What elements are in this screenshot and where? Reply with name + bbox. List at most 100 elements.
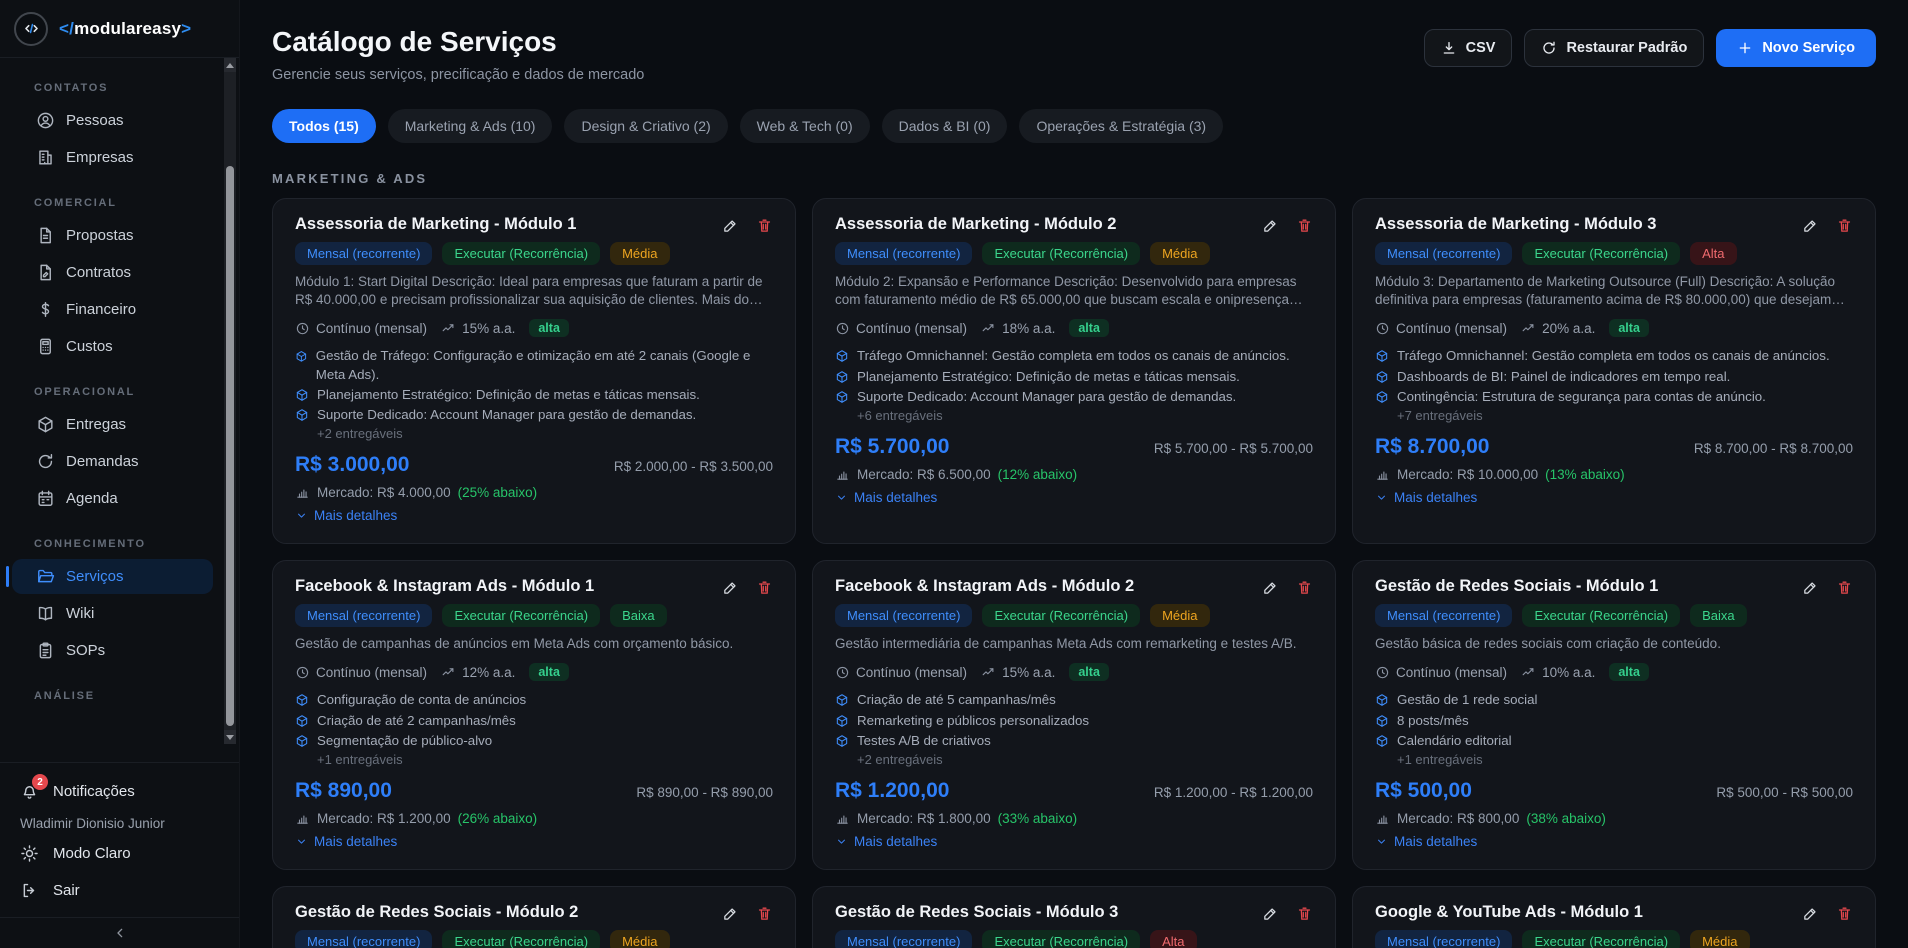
service-title: Assessoria de Marketing - Módulo 1	[295, 215, 577, 233]
market-info: Mercado: R$ 800,00 (38% abaixo)	[1375, 811, 1853, 826]
brand-logo[interactable]: </modulareasy>	[0, 0, 239, 58]
price-row: R$ 500,00 R$ 500,00 - R$ 500,00	[1375, 779, 1853, 803]
delete-service-button[interactable]	[1296, 579, 1313, 596]
delete-service-button[interactable]	[756, 217, 773, 234]
edit-service-button[interactable]	[722, 579, 739, 596]
sidebar-item-contratos[interactable]: Contratos	[12, 255, 213, 290]
scroll-down-arrow-icon[interactable]	[224, 730, 236, 744]
service-title: Assessoria de Marketing - Módulo 3	[1375, 215, 1657, 233]
deliverable-text: Configuração de conta de anúncios	[317, 692, 527, 708]
sidebar-item-servicos[interactable]: Serviços	[6, 559, 213, 594]
csv-export-button[interactable]: CSV	[1423, 29, 1513, 67]
sidebar-item-pessoas[interactable]: Pessoas	[12, 103, 213, 138]
service-badge: Média	[1690, 930, 1750, 948]
delete-service-button[interactable]	[1296, 905, 1313, 922]
sidebar-item-wiki[interactable]: Wiki	[12, 596, 213, 631]
more-details-link[interactable]: Mais detalhes	[295, 508, 397, 523]
cube-icon	[295, 693, 309, 707]
deliverable-text: Planejamento Estratégico: Definição de m…	[857, 368, 1240, 384]
edit-service-button[interactable]	[1262, 905, 1279, 922]
deliverable-text: Testes A/B de criativos	[857, 732, 991, 748]
sidebar-item-label: Serviços	[66, 568, 124, 585]
delete-service-button[interactable]	[1836, 579, 1853, 596]
restore-default-button[interactable]: Restaurar Padrão	[1524, 29, 1705, 67]
filter-tab-marketing-ads[interactable]: Marketing & Ads (10)	[387, 109, 553, 143]
delete-service-button[interactable]	[1836, 217, 1853, 234]
filter-tab-todos[interactable]: Todos (15)	[272, 109, 376, 143]
delete-service-button[interactable]	[756, 579, 773, 596]
filter-tab-web-tech[interactable]: Web & Tech (0)	[739, 109, 870, 143]
deliverable-text: Remarketing e públicos personalizados	[857, 712, 1090, 728]
badge-row: Mensal (recorrente) Executar (Recorrência…	[295, 242, 773, 265]
badge-row: Mensal (recorrente) Executar (Recorrência…	[1375, 930, 1853, 948]
edit-service-button[interactable]	[1262, 579, 1279, 596]
meta-row: Contínuo (mensal) 20% a.a. alta	[1375, 319, 1853, 338]
market-price: Mercado: R$ 1.800,00	[857, 810, 991, 826]
sidebar-scrollbar[interactable]	[224, 58, 236, 744]
more-details-link[interactable]: Mais detalhes	[295, 834, 397, 849]
scrollbar-thumb[interactable]	[226, 166, 234, 726]
cube-icon	[1375, 370, 1389, 384]
filter-tab-dados-bi[interactable]: Dados & BI (0)	[881, 109, 1008, 143]
scroll-up-arrow-icon[interactable]	[224, 58, 236, 72]
delete-service-button[interactable]	[1836, 905, 1853, 922]
trending-up-icon	[981, 321, 996, 336]
plus-icon	[1737, 40, 1753, 56]
nav-section: ANÁLISE	[0, 690, 221, 709]
filter-tab-operacoes-estrategia[interactable]: Operações & Estratégia (3)	[1019, 109, 1224, 143]
sidebar-item-custos[interactable]: Custos	[12, 329, 213, 364]
cube-icon	[295, 714, 309, 728]
logout-button[interactable]: Sair	[0, 872, 239, 909]
sidebar-item-empresas[interactable]: Empresas	[12, 140, 213, 175]
user-name: Wladimir Dionisio Junior	[20, 816, 165, 831]
service-badge: Baixa	[1690, 604, 1747, 628]
sidebar-item-sops[interactable]: SOPs	[12, 633, 213, 668]
deliverables-list: Tráfego Omnichannel: Gestão completa em …	[835, 347, 1313, 405]
sidebar-item-demandas[interactable]: Demandas	[12, 444, 213, 479]
trending-up-icon	[1521, 321, 1536, 336]
chevron-down-icon	[295, 509, 308, 522]
edit-service-button[interactable]	[1802, 579, 1819, 596]
clock-icon	[1375, 321, 1390, 336]
contract-icon	[36, 263, 55, 282]
deliverable-item: Tráfego Omnichannel: Gestão completa em …	[1375, 347, 1853, 365]
edit-service-button[interactable]	[722, 905, 739, 922]
more-details-link[interactable]: Mais detalhes	[835, 834, 937, 849]
edit-service-button[interactable]	[1802, 217, 1819, 234]
service-card: Facebook & Instagram Ads - Módulo 1 Mens…	[272, 560, 796, 871]
service-badge: Mensal (recorrente)	[295, 604, 433, 628]
theme-toggle-button[interactable]: Modo Claro	[0, 835, 239, 872]
nav-section: OPERACIONAL Entregas Demandas Agenda	[0, 386, 221, 516]
service-description: Gestão de campanhas de anúncios em Meta …	[295, 636, 734, 652]
new-service-button[interactable]: Novo Serviço	[1716, 29, 1876, 67]
more-details-link[interactable]: Mais detalhes	[1375, 834, 1477, 849]
edit-service-button[interactable]	[722, 217, 739, 234]
sidebar-item-entregas[interactable]: Entregas	[12, 407, 213, 442]
service-description: Gestão intermediária de campanhas Meta A…	[835, 636, 1297, 652]
service-badge: Mensal (recorrente)	[835, 242, 973, 265]
notifications-button[interactable]: 2 Notificações	[0, 773, 239, 810]
filter-tab-design-criativo[interactable]: Design & Criativo (2)	[564, 109, 728, 143]
market-price: Mercado: R$ 6.500,00	[857, 466, 991, 482]
edit-service-button[interactable]	[1262, 217, 1279, 234]
deliverable-item: Gestão de 1 rede social	[1375, 691, 1853, 709]
sidebar-item-financeiro[interactable]: Financeiro	[12, 292, 213, 327]
sidebar: </modulareasy> CONTATOS Pessoas Empresas…	[0, 0, 240, 948]
service-card: Google & YouTube Ads - Módulo 1 Mensal (…	[1352, 886, 1876, 948]
sidebar-item-propostas[interactable]: Propostas	[12, 218, 213, 253]
person-icon	[36, 111, 55, 130]
badge-row: Mensal (recorrente) Executar (Recorrência…	[835, 242, 1313, 265]
market-info: Mercado: R$ 6.500,00 (12% abaixo)	[835, 467, 1313, 482]
demand-badge: alta	[1069, 319, 1109, 338]
sidebar-collapse-button[interactable]	[0, 918, 239, 944]
edit-service-button[interactable]	[1802, 905, 1819, 922]
more-details-link[interactable]: Mais detalhes	[835, 490, 937, 505]
sidebar-item-agenda[interactable]: Agenda	[12, 481, 213, 516]
delete-service-button[interactable]	[756, 905, 773, 922]
service-badge: Mensal (recorrente)	[1375, 242, 1513, 265]
deliverable-item: Remarketing e públicos personalizados	[835, 712, 1313, 730]
more-details-link[interactable]: Mais detalhes	[1375, 490, 1477, 505]
service-badge: Alta	[1690, 242, 1737, 265]
meta-row: Contínuo (mensal) 18% a.a. alta	[835, 319, 1313, 338]
delete-service-button[interactable]	[1296, 217, 1313, 234]
